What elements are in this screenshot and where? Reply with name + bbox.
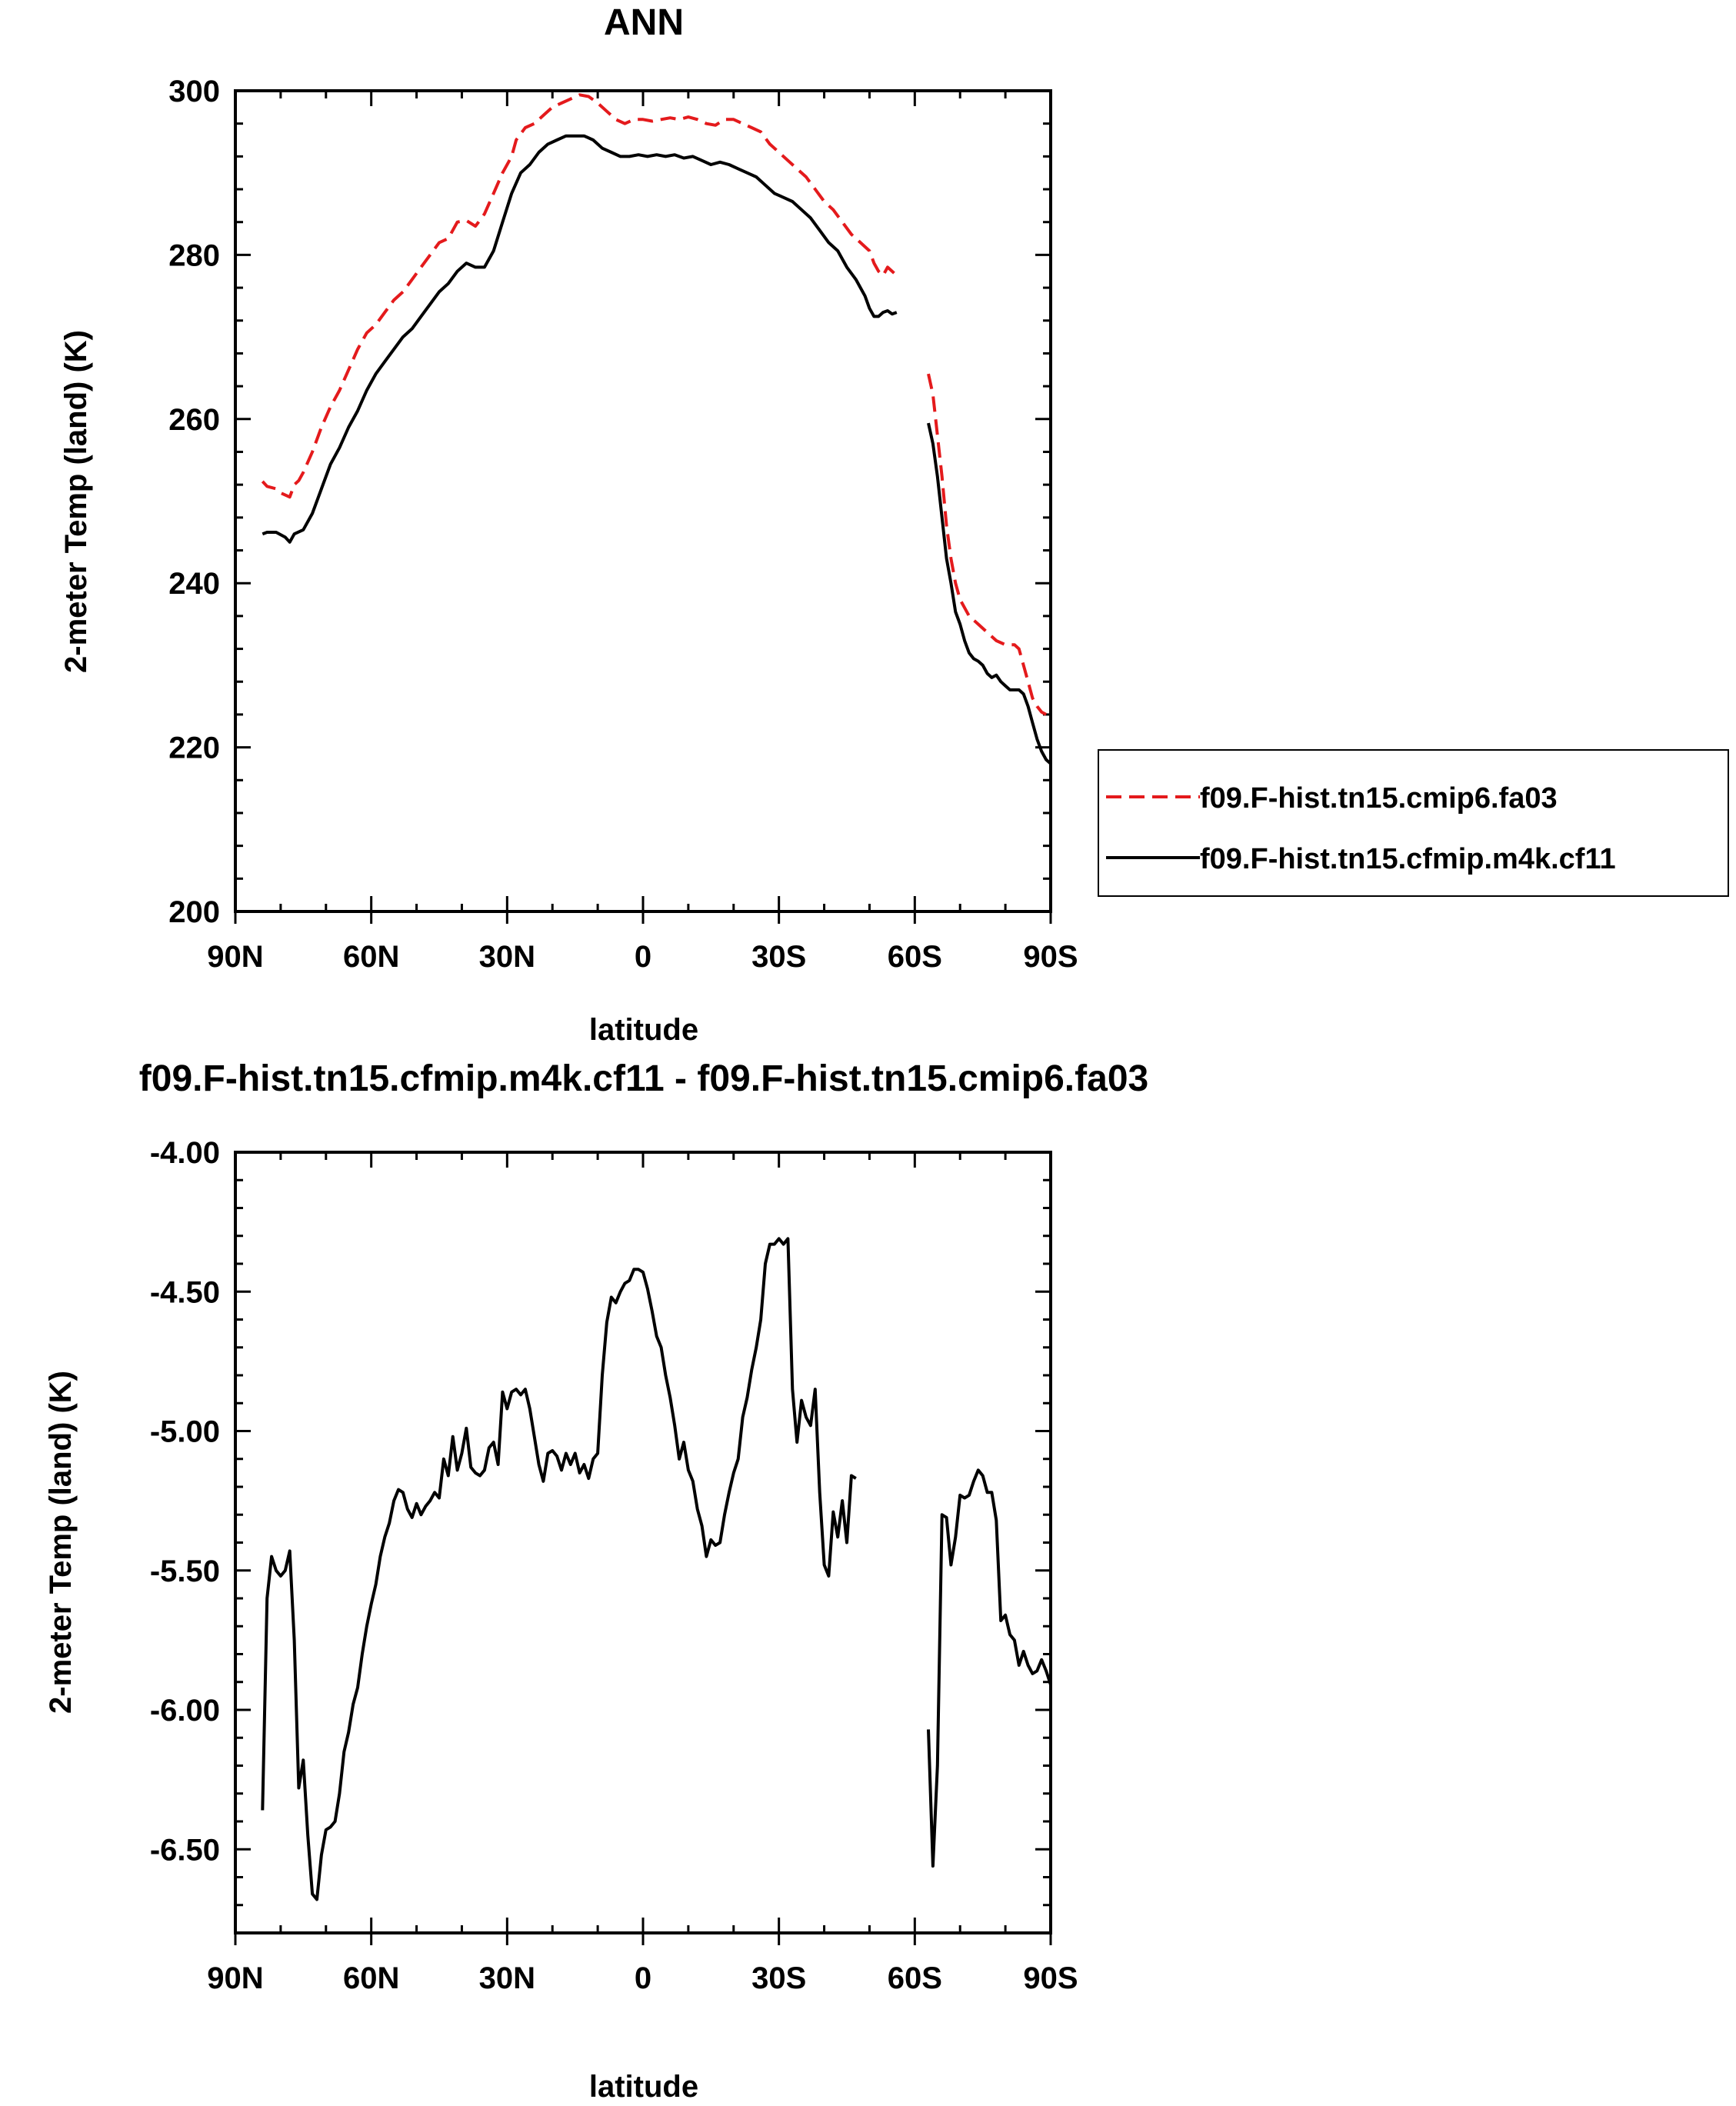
bottom-series-0-line-segment-0 — [261, 1237, 857, 1901]
x-tick-label: 0 — [635, 1961, 651, 1995]
top-series-0-line-segment-0 — [261, 93, 898, 499]
top-chart-legend: f09.F-hist.tn15.cmip6.fa03 f09.F-hist.tn… — [1098, 749, 1729, 897]
x-tick-label: 90S — [1023, 1961, 1078, 1995]
x-tick-label: 60S — [888, 940, 942, 974]
x-tick-label: 30S — [751, 1961, 806, 1995]
legend-label-fa03: f09.F-hist.tn15.cmip6.fa03 — [1200, 782, 1558, 815]
bottom-chart-x-tick-labels: 90N 60N 30N 0 30S 60S 90S — [207, 1961, 1078, 1995]
x-tick-label: 60N — [343, 1961, 399, 1995]
x-tick-label: 30N — [479, 1961, 535, 1995]
y-tick-label: 200 — [168, 895, 220, 929]
bottom-chart-y-axis-label: 2-meter Temp (land) (K) — [44, 1371, 78, 1714]
bottom-series-0-line-segment-1 — [927, 1468, 1052, 1868]
top-series-1-line-segment-1 — [927, 422, 1052, 765]
bottom-chart: f09.F-hist.tn15.cfmip.m4k.cf11 - f09.F-h… — [44, 1058, 1148, 2104]
x-tick-label: 30S — [751, 940, 806, 974]
x-tick-label: 0 — [635, 940, 651, 974]
x-tick-label: 90S — [1023, 940, 1078, 974]
x-tick-label: 90N — [207, 1961, 263, 1995]
top-chart-x-tick-labels: 90N 60N 30N 0 30S 60S 90S — [207, 940, 1078, 974]
bottom-chart-y-tick-labels: -6.50 -6.00 -5.50 -5.00 -4.50 -4.00 — [150, 1136, 220, 1867]
top-series-0-line-segment-1 — [927, 373, 1048, 716]
top-chart-series — [261, 93, 1052, 765]
y-tick-label: -6.00 — [150, 1694, 220, 1728]
x-tick-label: 30N — [479, 940, 535, 974]
y-tick-label: 300 — [168, 75, 220, 108]
y-tick-label: -5.00 — [150, 1415, 220, 1449]
x-tick-label: 60N — [343, 940, 399, 974]
y-tick-label: -4.50 — [150, 1275, 220, 1309]
y-tick-label: 260 — [168, 403, 220, 437]
bottom-chart-series — [261, 1237, 1052, 1901]
bottom-chart-x-axis-label: latitude — [589, 2070, 698, 2104]
y-tick-label: 220 — [168, 731, 220, 765]
top-chart-title: ANN — [604, 2, 684, 43]
y-tick-label: -4.00 — [150, 1136, 220, 1170]
bottom-chart-title: f09.F-hist.tn15.cfmip.m4k.cf11 - f09.F-h… — [139, 1058, 1148, 1099]
top-chart-y-tick-labels: 200 220 240 260 280 300 — [168, 75, 220, 929]
legend-label-cf11: f09.F-hist.tn15.cfmip.m4k.cf11 — [1200, 843, 1616, 875]
top-chart-x-axis-label: latitude — [589, 1013, 698, 1047]
y-tick-label: 280 — [168, 238, 220, 272]
y-tick-label: -6.50 — [150, 1833, 220, 1867]
bottom-chart-frame — [234, 1151, 1052, 1934]
top-chart-frame — [234, 89, 1052, 913]
top-series-1-line-segment-0 — [262, 134, 898, 544]
y-tick-label: -5.50 — [150, 1555, 220, 1588]
y-tick-label: 240 — [168, 567, 220, 601]
top-chart-y-axis-label: 2-meter Temp (land) (K) — [59, 330, 93, 673]
x-tick-label: 60S — [888, 1961, 942, 1995]
x-tick-label: 90N — [207, 940, 263, 974]
legend-box — [1098, 749, 1729, 897]
